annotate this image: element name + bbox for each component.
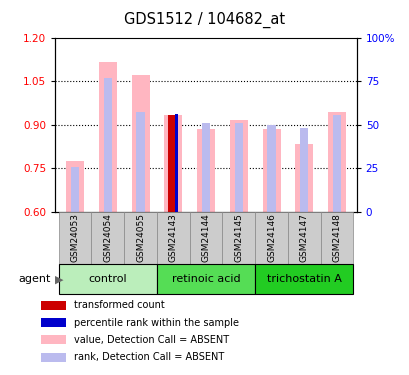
- Text: ▶: ▶: [54, 274, 63, 284]
- Text: GDS1512 / 104682_at: GDS1512 / 104682_at: [124, 12, 285, 28]
- Text: rank, Detection Call = ABSENT: rank, Detection Call = ABSENT: [74, 352, 223, 362]
- Bar: [287, 212, 320, 264]
- Text: GSM24144: GSM24144: [201, 213, 210, 262]
- Text: control: control: [88, 274, 127, 284]
- Text: GSM24146: GSM24146: [266, 213, 275, 262]
- Bar: [58, 264, 157, 294]
- Bar: [91, 212, 124, 264]
- Text: percentile rank within the sample: percentile rank within the sample: [74, 318, 238, 327]
- Text: GSM24148: GSM24148: [332, 213, 341, 262]
- Bar: [58, 212, 91, 264]
- Text: transformed count: transformed count: [74, 300, 164, 310]
- Bar: [197, 129, 214, 212]
- Bar: [327, 112, 345, 212]
- Text: agent: agent: [19, 274, 51, 284]
- Text: GSM24145: GSM24145: [234, 213, 243, 262]
- Text: retinoic acid: retinoic acid: [171, 274, 240, 284]
- Bar: [164, 114, 182, 212]
- Bar: [229, 120, 247, 212]
- Bar: [168, 116, 174, 212]
- Bar: [41, 318, 65, 327]
- Bar: [189, 212, 222, 264]
- Bar: [157, 212, 189, 264]
- Bar: [234, 123, 242, 212]
- Text: GSM24143: GSM24143: [169, 213, 178, 262]
- Text: GSM24055: GSM24055: [136, 213, 145, 262]
- Bar: [131, 75, 149, 212]
- Bar: [254, 264, 353, 294]
- Bar: [175, 114, 178, 212]
- Bar: [332, 114, 340, 212]
- Bar: [294, 144, 312, 212]
- Text: value, Detection Call = ABSENT: value, Detection Call = ABSENT: [74, 335, 228, 345]
- Bar: [41, 301, 65, 310]
- Bar: [124, 212, 157, 264]
- Bar: [157, 264, 254, 294]
- Bar: [320, 212, 353, 264]
- Bar: [202, 123, 209, 212]
- Bar: [41, 352, 65, 362]
- Bar: [169, 114, 177, 212]
- Text: GSM24147: GSM24147: [299, 213, 308, 262]
- Bar: [267, 124, 275, 212]
- Text: GSM24054: GSM24054: [103, 213, 112, 262]
- Bar: [222, 212, 254, 264]
- Bar: [71, 167, 79, 212]
- Bar: [103, 78, 112, 212]
- Bar: [66, 161, 84, 212]
- Text: trichostatin A: trichostatin A: [266, 274, 341, 284]
- Bar: [136, 112, 144, 212]
- Text: GSM24053: GSM24053: [70, 213, 79, 262]
- Bar: [99, 62, 117, 212]
- Bar: [262, 129, 280, 212]
- Bar: [41, 335, 65, 344]
- Bar: [299, 128, 308, 212]
- Bar: [254, 212, 287, 264]
